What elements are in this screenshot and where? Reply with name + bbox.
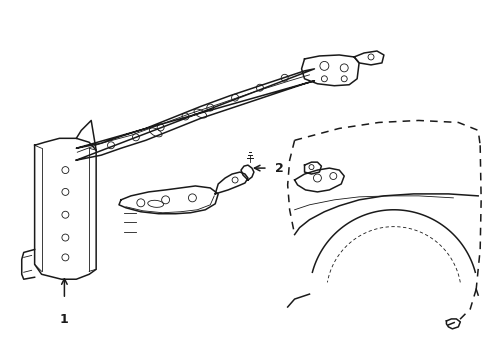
Text: 1: 1 [60,313,69,326]
Text: 2: 2 [274,162,283,175]
